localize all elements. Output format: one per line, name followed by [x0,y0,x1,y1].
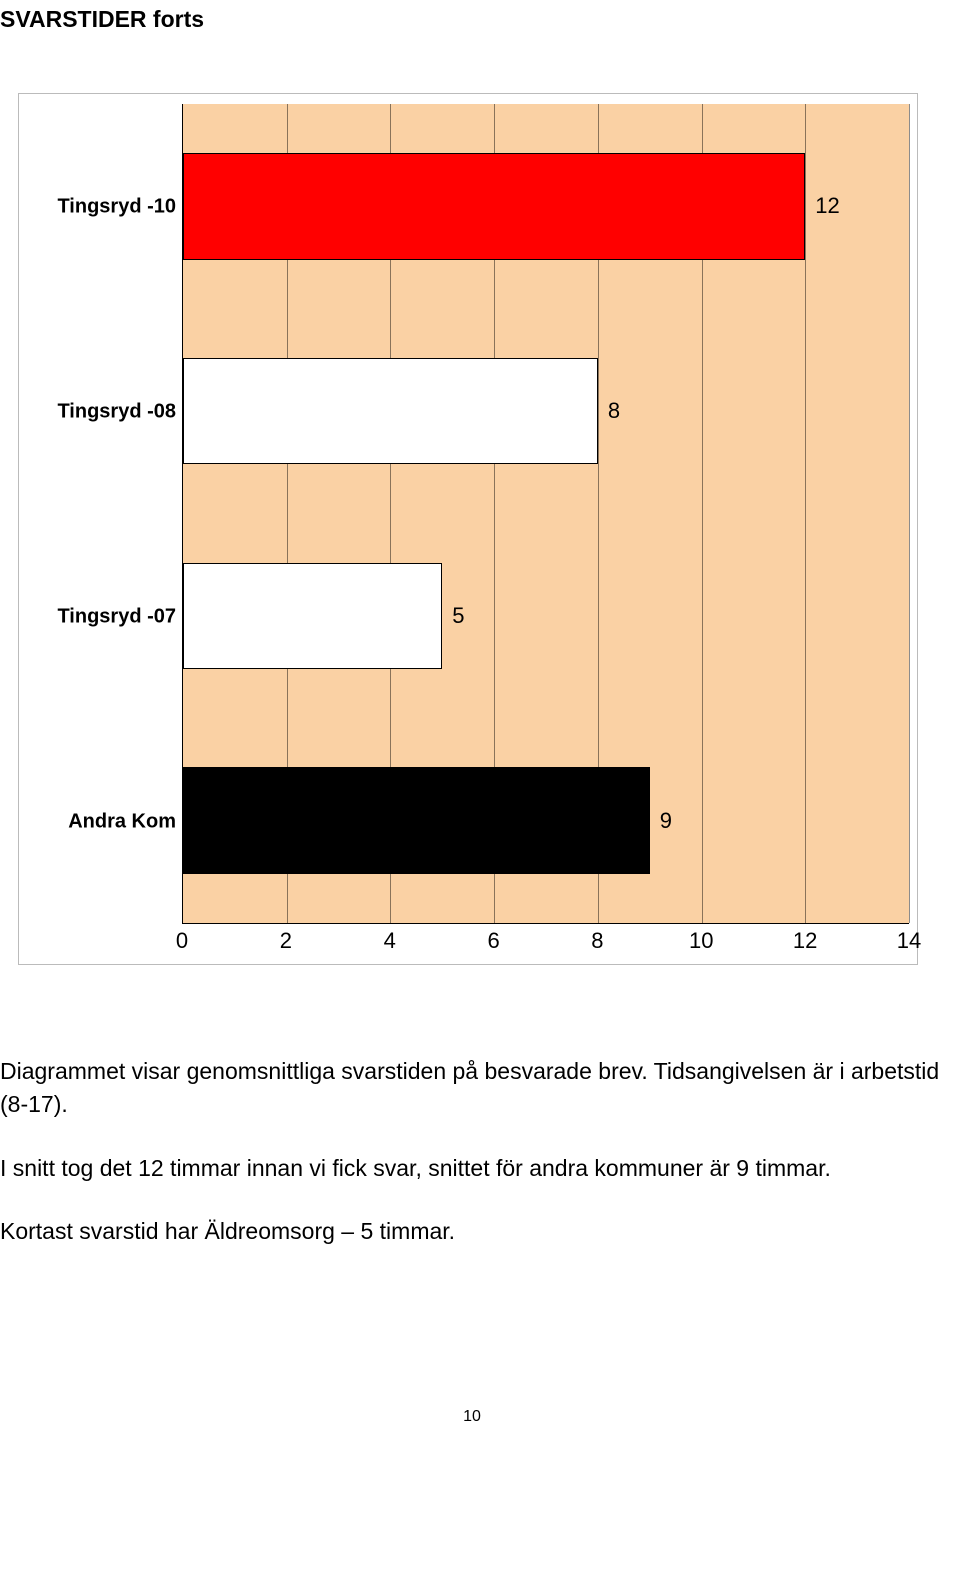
bar-value-label: 5 [452,603,464,629]
grid-line [805,104,806,923]
y-axis-labels: Tingsryd -10 Tingsryd -08 Tingsryd -07 Andr… [27,104,182,924]
x-tick-label: 14 [897,928,921,954]
bar-value-label: 8 [608,398,620,424]
response-time-chart: Tingsryd -10 Tingsryd -08 Tingsryd -07 Andr… [18,93,918,965]
x-axis: 02468101214 [182,924,909,960]
paragraph: Kortast svarstid har Äldreomsorg – 5 tim… [0,1215,940,1248]
x-tick-label: 8 [591,928,603,954]
body-text: Diagrammet visar genomsnittliga svarstid… [0,1055,940,1248]
page-title: SVARSTIDER forts [0,6,944,33]
bar [183,358,598,464]
bar-value-label: 12 [815,193,839,219]
x-tick-label: 4 [384,928,396,954]
grid-line [909,104,910,923]
paragraph: Diagrammet visar genomsnittliga svarstid… [0,1055,940,1122]
bar [183,563,442,669]
bar-value-label: 9 [660,808,672,834]
y-label: Tingsryd -08 [57,400,176,423]
x-tick-label: 12 [793,928,817,954]
x-tick-label: 2 [280,928,292,954]
x-tick-label: 6 [487,928,499,954]
bar [183,153,805,259]
bar [183,767,650,873]
y-label: Tingsryd -10 [57,195,176,218]
y-label: Andra Kom [68,810,176,833]
y-label: Tingsryd -07 [57,605,176,628]
x-tick-label: 10 [689,928,713,954]
paragraph: I snitt tog det 12 timmar innan vi fick … [0,1152,940,1185]
x-tick-label: 0 [176,928,188,954]
page-number: 10 [0,1408,944,1426]
plot-area: 12 8 5 9 [182,104,909,924]
